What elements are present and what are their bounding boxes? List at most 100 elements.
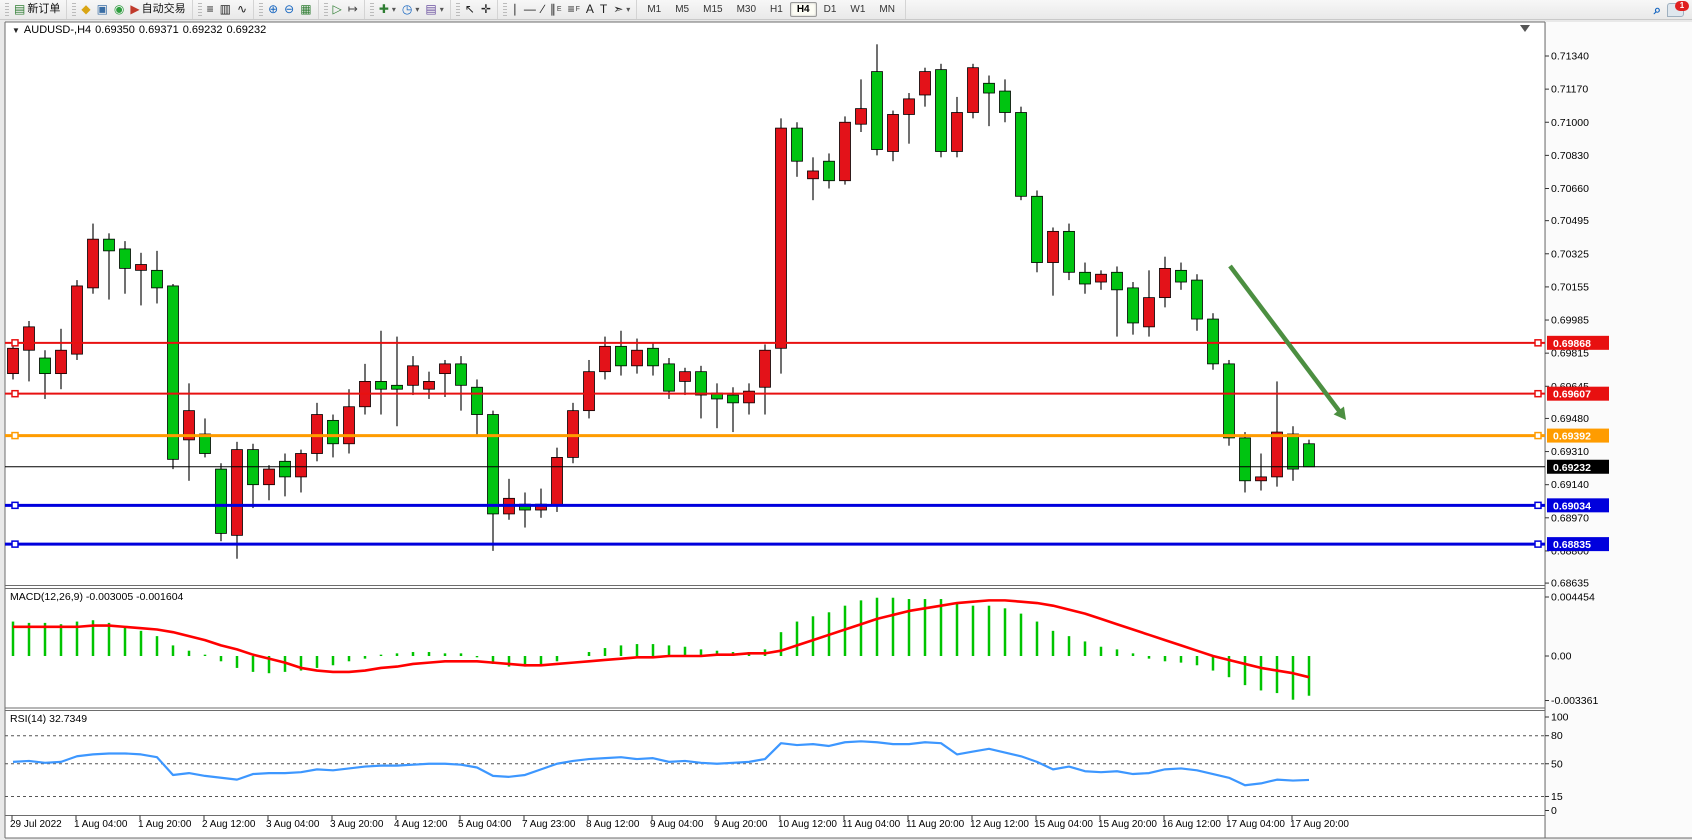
chart-collapse-icon[interactable]: ▼	[12, 26, 20, 35]
line-handle[interactable]	[11, 339, 19, 347]
timeframe-m15[interactable]: M15	[703, 4, 723, 15]
candlestick	[327, 419, 339, 445]
price-axis-label: 0.69480	[1551, 413, 1589, 425]
time-axis-label: 11 Aug 04:00	[842, 819, 901, 830]
line-handle[interactable]	[1534, 389, 1542, 398]
arrows-button-caret[interactable]: ▾	[626, 5, 631, 14]
add-indicator-button[interactable]: ✚ ▾	[376, 1, 399, 18]
candlestick	[7, 347, 19, 375]
fibonacci-button-sub: F	[575, 6, 580, 13]
new-order-button[interactable]: ▤ 新订单	[11, 1, 63, 18]
price-line-badge	[1547, 459, 1609, 474]
timeframe-h4[interactable]: H4	[789, 2, 817, 17]
channel-button[interactable]: ∥ E	[547, 1, 565, 18]
crosshair-button[interactable]: ✛	[478, 2, 494, 17]
timeframe-h1[interactable]: H1	[770, 4, 783, 15]
vertical-line-button[interactable]: ∣	[509, 2, 521, 17]
candlestick	[407, 365, 419, 386]
line-handle[interactable]	[11, 389, 19, 398]
candlestick	[55, 349, 67, 375]
timeframe-m5[interactable]: M5	[675, 4, 690, 15]
price-axis-label: 0.69985	[1551, 315, 1589, 327]
candlestick	[887, 114, 899, 152]
text-button[interactable]: A	[583, 2, 597, 17]
cursor-button[interactable]: ↖	[462, 2, 478, 17]
time-axis-label: 7 Aug 23:00	[522, 819, 576, 830]
candlestick	[1047, 230, 1059, 263]
crosshair-button-glyph: ✛	[480, 2, 491, 16]
line-handle[interactable]	[1534, 339, 1542, 347]
stamp-icon[interactable]: ◆	[78, 2, 93, 17]
candlestick	[1111, 271, 1123, 291]
time-axis-label: 9 Aug 04:00	[650, 819, 704, 830]
trendline-button-glyph: ∕	[541, 2, 544, 16]
time-axis-label: 3 Aug 04:00	[266, 819, 320, 830]
candlestick	[1159, 267, 1171, 299]
notification-count-badge: 1	[1675, 0, 1689, 11]
trend-arrow-line[interactable]	[1228, 264, 1343, 415]
candlestick	[839, 121, 851, 182]
templates-button-caret[interactable]: ▾	[439, 5, 444, 14]
timeframe-w1[interactable]: W1	[850, 4, 866, 15]
metaquotes-icon[interactable]: ◉	[111, 2, 127, 17]
candlestick	[279, 460, 291, 478]
periods-button-caret[interactable]: ▾	[415, 5, 420, 14]
autotrading-button[interactable]: ▶ 自动交易	[127, 1, 188, 18]
ohlc-high: 0.69371	[138, 24, 179, 36]
add-indicator-button-caret[interactable]: ▾	[391, 5, 396, 14]
templates-button[interactable]: ▤ ▾	[422, 1, 446, 18]
candlestick	[759, 349, 771, 388]
candlestick	[183, 410, 195, 441]
timeframe-d1[interactable]: D1	[823, 4, 837, 15]
trend-arrow-head[interactable]	[1333, 406, 1346, 420]
line-handle[interactable]	[11, 501, 19, 510]
fibonacci-button[interactable]: ≡ F	[565, 1, 583, 18]
candlestick	[695, 371, 707, 396]
text-label-button-glyph: T	[599, 2, 608, 16]
chart-shift-button[interactable]: ↦	[345, 2, 361, 17]
auto-scroll-button[interactable]: ▷	[330, 2, 345, 17]
price-axis-label: 0.70325	[1551, 248, 1589, 260]
search-icon[interactable]: ⌕	[1653, 1, 1661, 17]
arrows-button-glyph: ➣	[613, 2, 624, 16]
zoom-out-button[interactable]: ⊖	[281, 2, 297, 17]
timeframe-mn[interactable]: MN	[879, 4, 895, 15]
rsi-axis-label: 15	[1551, 791, 1563, 803]
price-axis-label: 0.70155	[1551, 281, 1589, 293]
bar-chart-button[interactable]: ≡	[204, 2, 217, 17]
notifications-icon[interactable]: 1	[1667, 0, 1689, 17]
candlestick-chart-button[interactable]: ▥	[217, 2, 234, 17]
candlestick	[855, 108, 867, 125]
trendline-button[interactable]: ∕	[539, 2, 547, 17]
candlestick	[919, 71, 931, 96]
line-handle[interactable]	[1534, 431, 1542, 440]
candlestick	[103, 238, 115, 252]
text-label-button[interactable]: T	[597, 2, 610, 17]
chart-symbol-period: AUDUSD-,H4	[23, 24, 92, 36]
toolbar-group: ▷ ↦	[319, 0, 365, 19]
candlestick	[231, 449, 243, 536]
line-handle[interactable]	[11, 540, 19, 548]
toolbar-grip	[259, 3, 264, 16]
line-handle[interactable]	[11, 431, 19, 440]
terminal-icon[interactable]: ▣	[94, 2, 111, 17]
fibonacci-button-glyph: ≡	[567, 2, 575, 16]
zoom-in-button[interactable]: ⊕	[265, 2, 281, 17]
arrows-button[interactable]: ➣ ▾	[610, 1, 633, 18]
timeframe-m1[interactable]: M1	[647, 4, 662, 15]
tile-windows-button[interactable]: ▦	[297, 2, 314, 17]
line-chart-button[interactable]: ∿	[234, 2, 250, 17]
candlestick	[71, 285, 83, 355]
main-toolbar: ▤ 新订单 ◆ ▣ ◉ ▶ 自动交易 ≡ ▥ ∿ ⊕ ⊖ ▦ ▷ ↦ ✚ ▾ ◷ ▾ ▤ ▾ ↖ ✛ ∣ ― ∕ ∥ E ≡ F A T ➣ ▾ …	[0, 0, 1692, 20]
timeframe-m30[interactable]: M30	[736, 4, 757, 15]
chart-background	[5, 22, 1545, 838]
candlestick	[599, 345, 611, 373]
line-handle[interactable]	[1534, 540, 1542, 548]
periods-button[interactable]: ◷ ▾	[399, 1, 423, 18]
horizontal-line-button[interactable]: ―	[521, 2, 539, 17]
price-axis-label: 0.70660	[1551, 183, 1589, 195]
toolbar-grip	[323, 3, 328, 16]
rsi-axis-label: 50	[1551, 758, 1563, 770]
line-handle[interactable]	[1534, 501, 1542, 510]
